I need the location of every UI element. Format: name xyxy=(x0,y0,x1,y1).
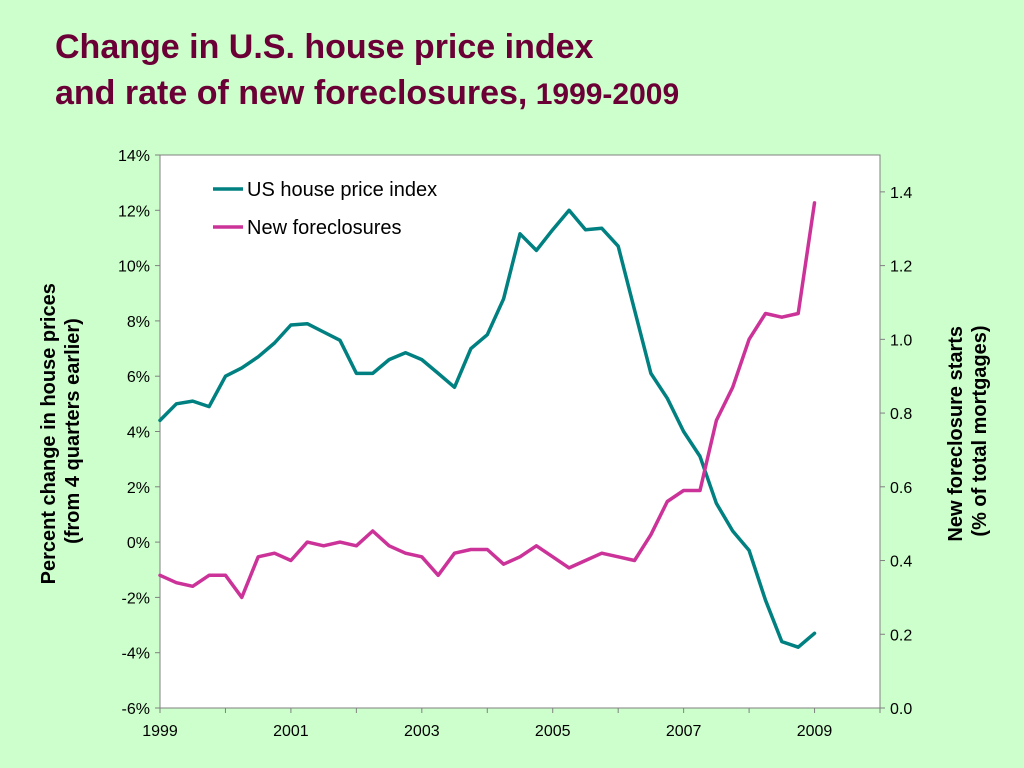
y-tick-label: -2% xyxy=(122,590,150,607)
y-axis-label: Percent change in house prices (from 4 q… xyxy=(38,278,84,585)
legend-label-hpi: US house price index xyxy=(247,179,437,201)
x-tick-label: 2005 xyxy=(535,723,571,740)
y2-axis-label-line-1: New foreclosure starts xyxy=(945,326,967,542)
series-lines xyxy=(158,201,817,649)
y-tick-label: 10% xyxy=(118,259,150,276)
y2-tick-label: 1.0 xyxy=(890,332,912,349)
title-line-2: and rate of new foreclosures, xyxy=(55,74,528,112)
y2-tick-label: 0.6 xyxy=(890,480,912,497)
y2-tick-label: 0.4 xyxy=(890,554,912,571)
y-tick-label: 14% xyxy=(118,148,150,165)
y2-axis-label-line-2: (% of total mortgages) xyxy=(969,325,991,536)
chart-title: Change in U.S. house price index and rat… xyxy=(55,24,679,118)
legend: US house price index New foreclosures xyxy=(213,179,437,239)
title-line-1: Change in U.S. house price index xyxy=(55,28,594,66)
y-tick-label: -4% xyxy=(122,646,150,663)
x-tick-label: 2003 xyxy=(404,723,440,740)
y2-tick-label: 0.0 xyxy=(890,701,912,718)
y-tick-label: 12% xyxy=(118,203,150,220)
y-tick-label: 6% xyxy=(127,369,150,386)
new-foreclosures-line xyxy=(158,201,817,600)
axis-ticks: 14% 12% 10% 8% 6% 4% 2% 0% -2% -4% -6% 1.4 1.2 1.0 0.8… xyxy=(118,148,912,740)
y-tick-label: -6% xyxy=(122,701,150,718)
y2-tick-label: 1.4 xyxy=(890,185,912,202)
y-tick-label: 4% xyxy=(127,425,150,442)
x-tick-label: 1999 xyxy=(142,723,178,740)
x-tick-label: 2007 xyxy=(666,723,702,740)
y-axis-label-line-1: Percent change in house prices xyxy=(38,283,60,584)
legend-label-foreclosures: New foreclosures xyxy=(247,217,402,239)
y-axis-label-line-2: (from 4 quarters earlier) xyxy=(62,318,84,544)
y-tick-label: 8% xyxy=(127,314,150,331)
y-tick-label: 2% xyxy=(127,480,150,497)
x-tick-label: 2009 xyxy=(797,723,833,740)
x-tick-label: 2001 xyxy=(273,723,309,740)
y-tick-label: 0% xyxy=(127,535,150,552)
title-years: 1999-2009 xyxy=(527,78,680,111)
y2-axis-label: New foreclosure starts (% of total mortg… xyxy=(945,320,991,541)
y2-tick-label: 0.2 xyxy=(890,627,912,644)
plot-area xyxy=(159,154,881,709)
y2-tick-label: 1.2 xyxy=(890,259,912,276)
y2-tick-label: 0.8 xyxy=(890,406,912,423)
